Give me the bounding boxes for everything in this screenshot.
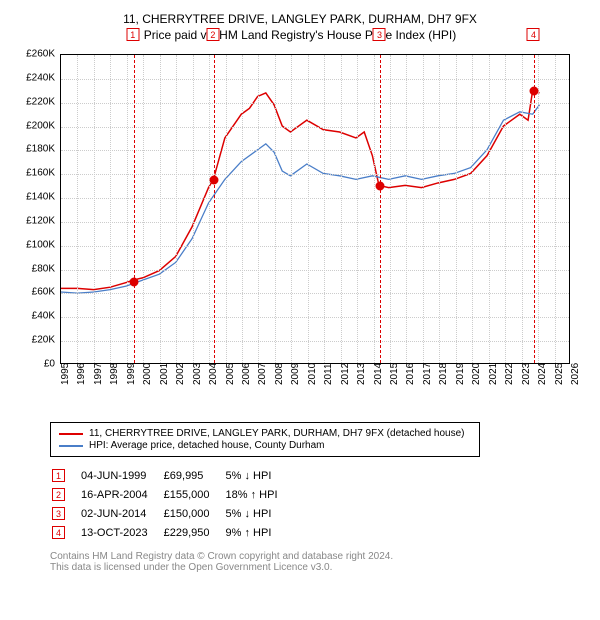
y-axis-tick: £40K — [10, 311, 55, 322]
x-axis-tick: 1995 — [60, 363, 71, 385]
y-axis-tick: £0 — [10, 359, 55, 370]
legend-item: 11, CHERRYTREE DRIVE, LANGLEY PARK, DURH… — [59, 428, 471, 439]
x-axis-tick: 2026 — [570, 363, 581, 385]
footer-line-2: This data is licensed under the Open Gov… — [50, 562, 590, 573]
x-axis-tick: 2011 — [323, 363, 334, 385]
tx-delta: 9% ↑ HPI — [226, 524, 292, 541]
x-axis-tick: 2012 — [340, 363, 351, 385]
marker-vline — [214, 55, 215, 363]
x-axis-tick: 2022 — [504, 363, 515, 385]
tx-price: £229,950 — [164, 524, 224, 541]
tx-price: £69,995 — [164, 467, 224, 484]
chart-container: £0 £20K £40K £60K £80K £100K £120K £140K £160K £1… — [10, 44, 590, 414]
marker-dot — [530, 86, 539, 95]
x-axis-tick: 2015 — [389, 363, 400, 385]
tx-idx: 1 — [52, 467, 79, 484]
y-axis-tick: £180K — [10, 144, 55, 155]
tx-idx: 4 — [52, 524, 79, 541]
x-axis-tick: 1996 — [76, 363, 87, 385]
marker-vline — [134, 55, 135, 363]
y-axis-tick: £220K — [10, 96, 55, 107]
marker-dot — [376, 182, 385, 191]
marker-index-box: 2 — [206, 28, 219, 41]
x-axis-tick: 2021 — [488, 363, 499, 385]
x-axis-tick: 2005 — [225, 363, 236, 385]
x-axis-tick: 2001 — [159, 363, 170, 385]
x-axis-tick: 2020 — [471, 363, 482, 385]
chart-title-address: 11, CHERRYTREE DRIVE, LANGLEY PARK, DURH… — [10, 12, 590, 26]
y-axis-tick: £120K — [10, 215, 55, 226]
x-axis-tick: 2007 — [257, 363, 268, 385]
marker-vline — [380, 55, 381, 363]
x-axis-tick: 2013 — [356, 363, 367, 385]
y-axis-tick: £200K — [10, 120, 55, 131]
x-axis-tick: 2003 — [192, 363, 203, 385]
marker-index-box: 4 — [527, 28, 540, 41]
table-row: 302-JUN-2014£150,0005% ↓ HPI — [52, 505, 292, 522]
legend-label: 11, CHERRYTREE DRIVE, LANGLEY PARK, DURH… — [89, 428, 465, 439]
table-row: 216-APR-2004£155,00018% ↑ HPI — [52, 486, 292, 503]
x-axis-tick: 1999 — [126, 363, 137, 385]
x-axis-tick: 2009 — [290, 363, 301, 385]
legend-item: HPI: Average price, detached house, Coun… — [59, 440, 471, 451]
x-axis-tick: 2024 — [537, 363, 548, 385]
marker-index-box: 3 — [373, 28, 386, 41]
x-axis-tick: 2000 — [142, 363, 153, 385]
tx-price: £150,000 — [164, 505, 224, 522]
x-axis-tick: 2002 — [175, 363, 186, 385]
tx-date: 02-JUN-2014 — [81, 505, 162, 522]
y-axis-tick: £100K — [10, 239, 55, 250]
y-axis-tick: £20K — [10, 335, 55, 346]
marker-dot — [129, 277, 138, 286]
x-axis-tick: 2006 — [241, 363, 252, 385]
x-axis-tick: 2023 — [521, 363, 532, 385]
y-axis-tick: £80K — [10, 263, 55, 274]
footer-line-1: Contains HM Land Registry data © Crown c… — [50, 551, 590, 562]
x-axis-tick: 2025 — [554, 363, 565, 385]
tx-date: 04-JUN-1999 — [81, 467, 162, 484]
marker-index-box: 1 — [126, 28, 139, 41]
tx-delta: 5% ↓ HPI — [226, 467, 292, 484]
legend-label: HPI: Average price, detached house, Coun… — [89, 440, 325, 451]
x-axis-tick: 2010 — [307, 363, 318, 385]
tx-delta: 5% ↓ HPI — [226, 505, 292, 522]
tx-idx: 2 — [52, 486, 79, 503]
x-axis-tick: 2017 — [422, 363, 433, 385]
transaction-table: 104-JUN-1999£69,9955% ↓ HPI216-APR-2004£… — [50, 465, 294, 543]
marker-dot — [209, 176, 218, 185]
table-row: 413-OCT-2023£229,9509% ↑ HPI — [52, 524, 292, 541]
y-axis-tick: £60K — [10, 287, 55, 298]
x-axis-tick: 1998 — [109, 363, 120, 385]
legend-box: 11, CHERRYTREE DRIVE, LANGLEY PARK, DURH… — [50, 422, 480, 457]
tx-price: £155,000 — [164, 486, 224, 503]
tx-date: 13-OCT-2023 — [81, 524, 162, 541]
marker-vline — [534, 55, 535, 363]
tx-date: 16-APR-2004 — [81, 486, 162, 503]
y-axis-tick: £160K — [10, 168, 55, 179]
chart-title-subtitle: Price paid vs. HM Land Registry's House … — [10, 28, 590, 42]
x-axis-tick: 2018 — [438, 363, 449, 385]
x-axis-tick: 2004 — [208, 363, 219, 385]
x-axis-tick: 1997 — [93, 363, 104, 385]
x-axis-tick: 2008 — [274, 363, 285, 385]
x-axis-tick: 2014 — [373, 363, 384, 385]
y-axis-tick: £140K — [10, 192, 55, 203]
footer-attribution: Contains HM Land Registry data © Crown c… — [50, 551, 590, 573]
plot-area — [60, 54, 570, 364]
y-axis-tick: £240K — [10, 72, 55, 83]
x-axis-tick: 2016 — [405, 363, 416, 385]
table-row: 104-JUN-1999£69,9955% ↓ HPI — [52, 467, 292, 484]
tx-delta: 18% ↑ HPI — [226, 486, 292, 503]
y-axis-tick: £260K — [10, 49, 55, 60]
x-axis-tick: 2019 — [455, 363, 466, 385]
legend-swatch — [59, 445, 83, 447]
legend-swatch — [59, 433, 83, 435]
tx-idx: 3 — [52, 505, 79, 522]
